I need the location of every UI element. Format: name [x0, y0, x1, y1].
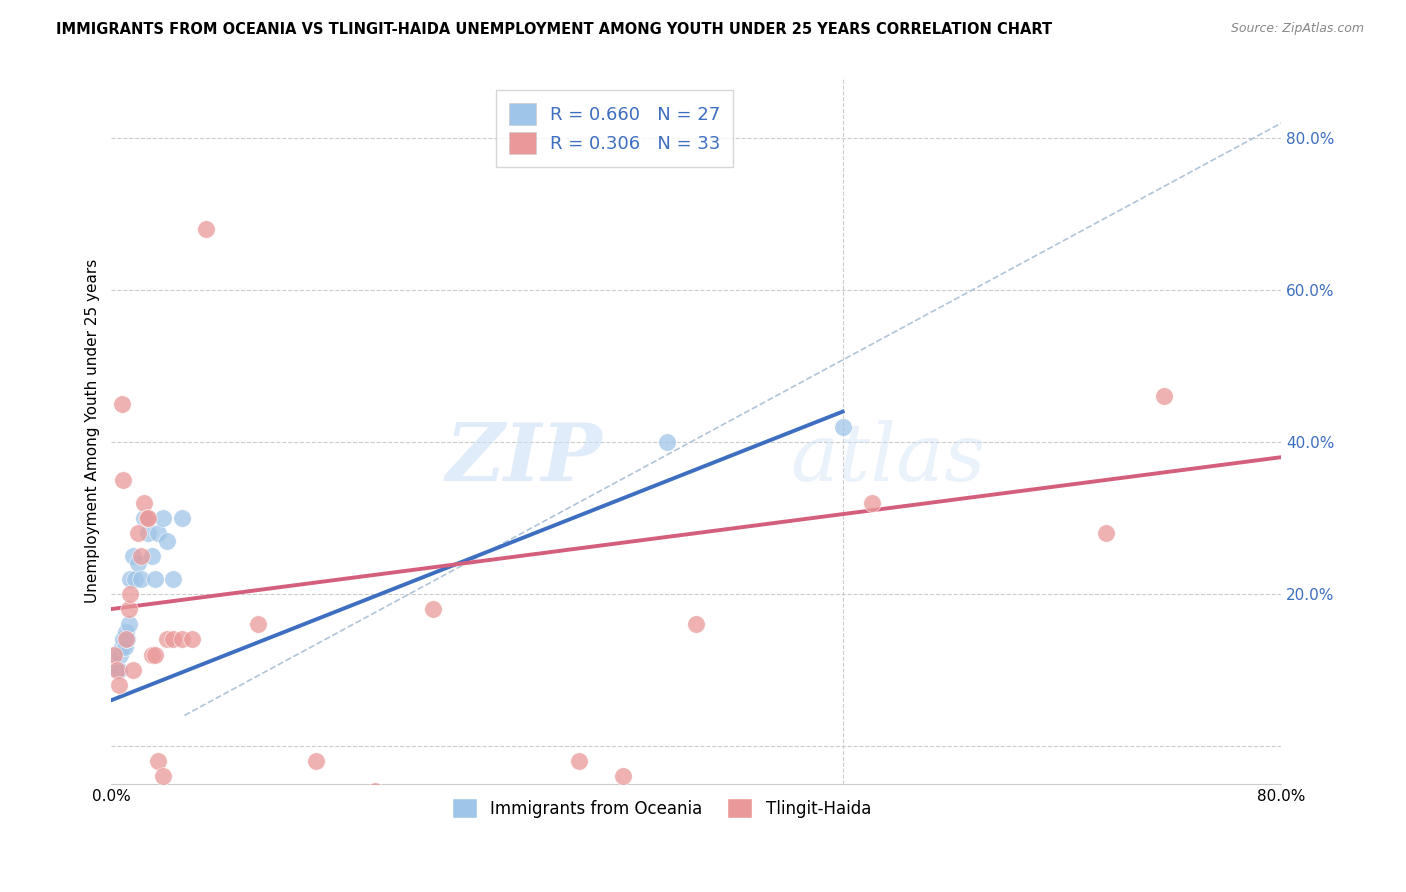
- Point: [111, 640, 134, 654]
- Point: [118, 617, 141, 632]
- Point: [111, 397, 134, 411]
- Point: [112, 473, 135, 487]
- Point: [143, 648, 166, 662]
- Point: [114, 640, 136, 654]
- Point: [124, 572, 146, 586]
- Point: [612, 769, 634, 783]
- Text: IMMIGRANTS FROM OCEANIA VS TLINGIT-HAIDA UNEMPLOYMENT AMONG YOUTH UNDER 25 YEARS: IMMIGRANTS FROM OCEANIA VS TLINGIT-HAIDA…: [56, 22, 1052, 37]
- Point: [117, 632, 139, 647]
- Point: [122, 663, 145, 677]
- Point: [132, 511, 155, 525]
- Point: [120, 587, 142, 601]
- Y-axis label: Unemployment Among Youth under 25 years: Unemployment Among Youth under 25 years: [86, 259, 100, 603]
- Point: [148, 526, 170, 541]
- Point: [156, 632, 179, 647]
- Text: atlas: atlas: [790, 420, 986, 498]
- Point: [122, 549, 145, 563]
- Point: [657, 434, 679, 449]
- Point: [363, 784, 385, 798]
- Point: [1153, 389, 1175, 403]
- Point: [103, 648, 125, 662]
- Point: [112, 632, 135, 647]
- Point: [156, 533, 179, 548]
- Point: [685, 617, 707, 632]
- Point: [195, 222, 218, 236]
- Point: [103, 648, 125, 662]
- Point: [136, 511, 159, 525]
- Point: [141, 549, 163, 563]
- Point: [162, 572, 184, 586]
- Point: [115, 624, 138, 639]
- Point: [127, 526, 149, 541]
- Point: [860, 496, 883, 510]
- Point: [118, 602, 141, 616]
- Point: [180, 632, 202, 647]
- Point: [141, 648, 163, 662]
- Point: [305, 754, 328, 768]
- Point: [108, 648, 131, 662]
- Point: [129, 549, 152, 563]
- Point: [105, 663, 128, 677]
- Point: [170, 511, 193, 525]
- Point: [152, 511, 174, 525]
- Point: [170, 632, 193, 647]
- Point: [422, 602, 444, 616]
- Point: [115, 632, 138, 647]
- Point: [132, 496, 155, 510]
- Point: [104, 663, 127, 677]
- Point: [831, 419, 853, 434]
- Point: [120, 572, 142, 586]
- Point: [143, 572, 166, 586]
- Point: [246, 617, 269, 632]
- Point: [152, 769, 174, 783]
- Point: [568, 754, 591, 768]
- Point: [148, 754, 170, 768]
- Point: [105, 663, 128, 677]
- Text: Source: ZipAtlas.com: Source: ZipAtlas.com: [1230, 22, 1364, 36]
- Point: [136, 526, 159, 541]
- Point: [107, 678, 129, 692]
- Point: [162, 632, 184, 647]
- Legend: Immigrants from Oceania, Tlingit-Haida: Immigrants from Oceania, Tlingit-Haida: [444, 791, 877, 825]
- Point: [127, 557, 149, 571]
- Point: [1095, 526, 1118, 541]
- Point: [107, 663, 129, 677]
- Point: [129, 572, 152, 586]
- Point: [135, 511, 157, 525]
- Text: ZIP: ZIP: [446, 420, 603, 498]
